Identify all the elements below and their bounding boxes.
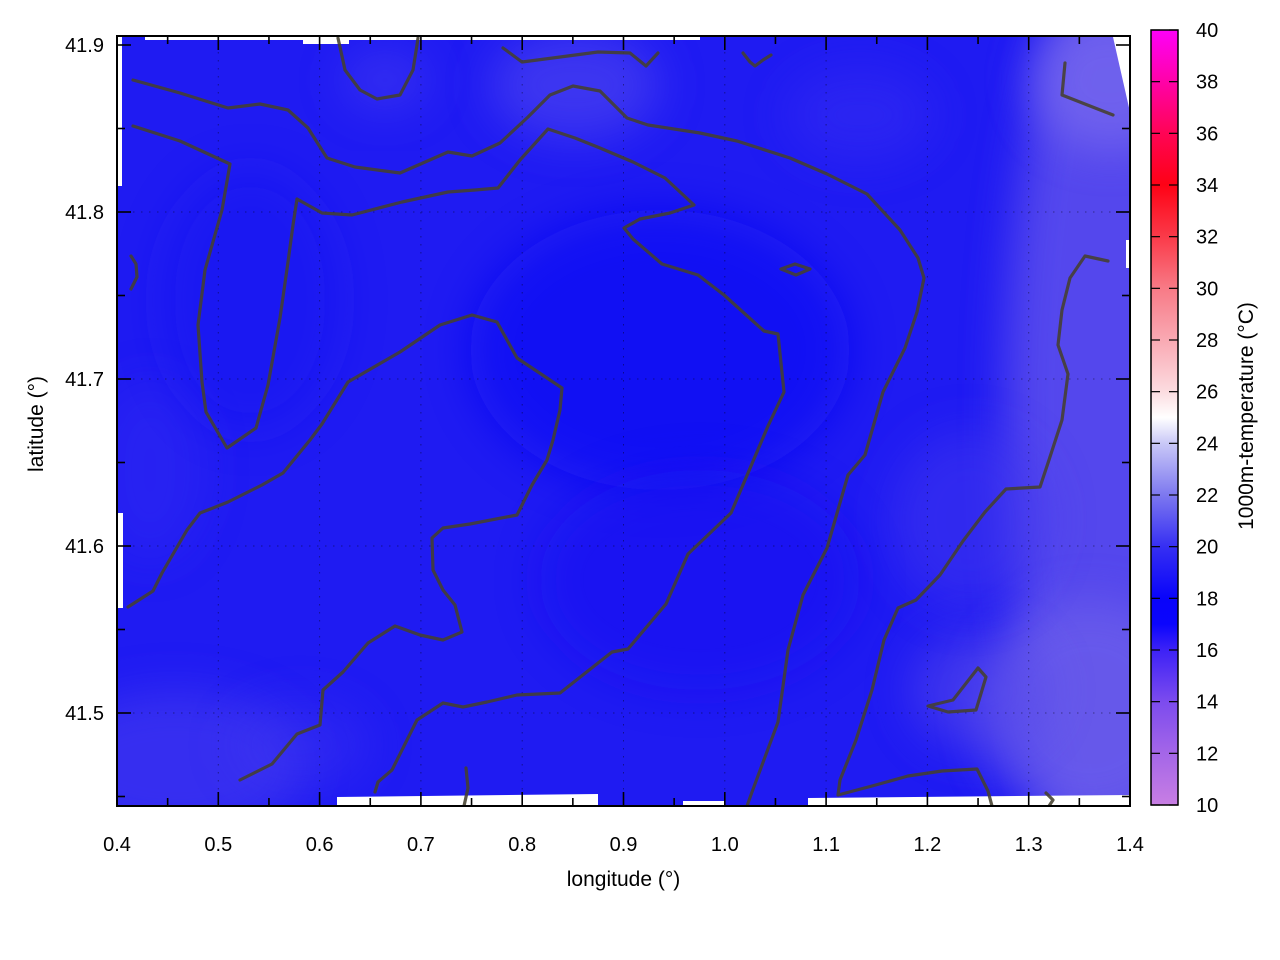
- contour-line: [779, 262, 812, 277]
- field-blob: [117, 380, 205, 560]
- y-axis-label: latitude (°): [25, 376, 48, 472]
- contour-line: [129, 254, 139, 291]
- field-blob: [160, 170, 340, 430]
- data-gap: [1113, 37, 1130, 112]
- colorbar-tick-label: 14: [1196, 692, 1218, 714]
- contour-line: [741, 51, 773, 68]
- y-tick-label: 41.8: [65, 202, 104, 224]
- x-tick-label: 1.2: [913, 834, 941, 856]
- field-blob: [470, 210, 850, 490]
- contour-line: [1044, 791, 1055, 806]
- colorbar-tick-label: 28: [1196, 330, 1218, 352]
- x-tick-label: 0.9: [610, 834, 638, 856]
- colorbar-gradient: [1151, 30, 1178, 805]
- contour-line: [336, 36, 420, 101]
- y-tick-label: 41.5: [65, 703, 104, 725]
- x-tick-label: 1.0: [711, 834, 739, 856]
- grid-layer: [117, 36, 1130, 806]
- colorbar-tick-label: 32: [1196, 227, 1218, 249]
- y-tick-label: 41.7: [65, 369, 104, 391]
- contour-line: [926, 666, 988, 714]
- data-gap: [145, 36, 700, 40]
- y-tick-label: 41.6: [65, 536, 104, 558]
- colorbar-frame: [1150, 29, 1179, 806]
- colorbar-tick-label: 16: [1196, 640, 1218, 662]
- colorbar-tick-label: 30: [1196, 278, 1218, 300]
- data-gap: [1126, 240, 1130, 268]
- tick-labels: 0.4 0.5 0.6 0.7 0.8 0.9 1.0 1.1 1.2 1.3 1.4 41.5 41.…: [65, 35, 1144, 856]
- contour-line: [126, 313, 564, 782]
- colorbar-tick-label: 10: [1196, 795, 1218, 817]
- x-tick-label: 1.3: [1015, 834, 1043, 856]
- colorbar: 10 12 14 16 18 20 22 24 26 28 30 32 34 36 38 40: [1150, 20, 1218, 817]
- field-blob: [785, 67, 935, 163]
- y-tick-label: 41.9: [65, 35, 104, 57]
- contour-line: [501, 46, 660, 68]
- colorbar-tick-label: 22: [1196, 485, 1218, 507]
- x-tick-label: 1.1: [812, 834, 840, 856]
- colorbar-tick-label: 24: [1196, 433, 1218, 455]
- contour-line: [836, 254, 1110, 806]
- colorbar-tick-label: 38: [1196, 72, 1218, 94]
- data-gap: [337, 794, 598, 806]
- data-gap: [117, 513, 123, 608]
- x-tick-label: 0.6: [306, 834, 334, 856]
- colorbar-label: 1000m-temperature (°C): [1235, 302, 1258, 530]
- field-blob: [890, 430, 1050, 610]
- data-gap: [683, 801, 725, 806]
- x-tick-label: 0.5: [204, 834, 232, 856]
- colorbar-tick-label: 26: [1196, 382, 1218, 404]
- field-blob: [340, 48, 430, 112]
- contour-line: [462, 766, 470, 806]
- x-tick-label: 0.8: [508, 834, 536, 856]
- x-tick-label: 1.4: [1116, 834, 1144, 856]
- colorbar-tick-label: 40: [1196, 20, 1218, 42]
- colorbar-tick-label: 34: [1196, 175, 1218, 197]
- contour-line: [131, 124, 786, 794]
- x-tick-label: 0.4: [103, 834, 131, 856]
- data-gap: [303, 36, 349, 44]
- contour-layer: [126, 36, 1115, 806]
- colorbar-tick-label: 20: [1196, 537, 1218, 559]
- colorbar-tick-label: 36: [1196, 123, 1218, 145]
- plot-frame: [116, 35, 1131, 807]
- field-blob: [1030, 36, 1130, 150]
- contour-line: [1060, 61, 1115, 117]
- contour-line: [131, 78, 926, 806]
- x-tick-label: 0.7: [407, 834, 435, 856]
- data-gap: [117, 36, 122, 186]
- x-axis-label: longitude (°): [566, 868, 681, 891]
- colorbar-tick-label: 12: [1196, 743, 1218, 765]
- field-blob: [910, 630, 1050, 750]
- colorbar-tick-label: 18: [1196, 588, 1218, 610]
- field-blob: [540, 470, 860, 690]
